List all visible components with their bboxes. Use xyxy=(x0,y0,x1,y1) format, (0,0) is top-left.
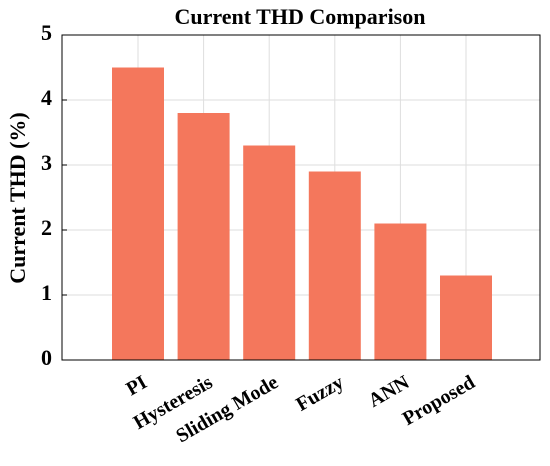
plot-frame xyxy=(61,34,541,361)
x-tick-label: Proposed xyxy=(399,371,479,430)
bar xyxy=(308,171,361,360)
y-tick-label: 4 xyxy=(41,85,52,110)
y-tick-label: 1 xyxy=(41,280,52,305)
bar xyxy=(440,275,492,360)
bar xyxy=(243,145,296,360)
x-tick-label: PI xyxy=(122,371,151,400)
bar xyxy=(112,67,164,360)
bar xyxy=(177,113,230,360)
x-tick-label: Fuzzy xyxy=(292,371,347,416)
y-tick-label: 5 xyxy=(41,20,52,45)
y-tick-label: 3 xyxy=(41,150,52,175)
y-axis-label: Current THD (%) xyxy=(5,112,30,284)
bar xyxy=(374,223,427,360)
chart-title: Current THD Comparison xyxy=(175,4,426,29)
y-tick-label: 2 xyxy=(41,215,52,240)
y-tick-label: 0 xyxy=(41,345,52,370)
